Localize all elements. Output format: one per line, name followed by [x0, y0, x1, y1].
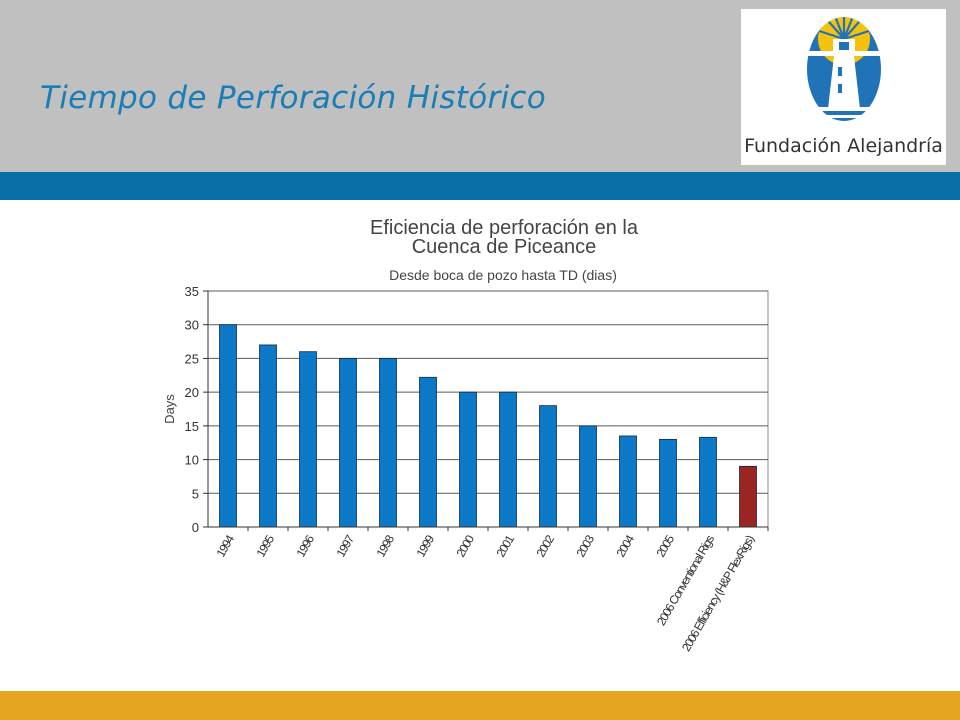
bar	[579, 425, 597, 528]
logo: Fundación Alejandría	[741, 9, 946, 165]
x-tick-label: 1998	[374, 532, 398, 559]
chart-title-line-2: Cuenca de Piceance	[412, 236, 597, 258]
y-axis-label: Days	[162, 394, 177, 424]
y-tick-label: 30	[185, 318, 199, 333]
x-tick-label: 2005	[654, 532, 678, 559]
y-tick-label: 0	[192, 520, 199, 535]
bar	[699, 436, 717, 528]
y-tick-label: 5	[192, 486, 199, 501]
chart-subtitle: Desde boca de pozo hasta TD (dias)	[389, 267, 617, 283]
x-tick-label: 1996	[294, 532, 318, 559]
x-tick-label: 1999	[414, 532, 438, 559]
y-tick-label: 15	[185, 419, 199, 434]
chart-title-line-1: Eficiencia de perforación en la	[370, 217, 639, 239]
bar	[539, 405, 557, 528]
slide-title: Tiempo de Perforación Histórico	[40, 80, 547, 116]
bar	[259, 344, 277, 528]
bar	[619, 435, 637, 528]
bar	[339, 358, 357, 528]
bar	[499, 391, 517, 528]
x-tick-label: 2003	[574, 532, 598, 559]
x-tick-label: 2001	[494, 532, 518, 559]
bar	[299, 351, 317, 528]
x-tick-label: 2000	[454, 532, 478, 559]
logo-text: Fundación Alejandría	[744, 135, 943, 157]
bar	[219, 324, 237, 528]
blue-stripe	[0, 172, 960, 200]
plot-frame	[207, 290, 769, 528]
x-tick-label: 1997	[334, 532, 358, 559]
x-tick-label: 2004	[614, 532, 638, 559]
y-tick-label: 25	[185, 351, 199, 366]
x-tick-label: 2006 Efficiency (H&P FlexRigs)	[679, 532, 757, 653]
y-tick-label: 35	[185, 284, 199, 299]
bar	[459, 391, 477, 528]
x-tick-label: 1995	[254, 532, 278, 559]
x-tick-label: 1994	[214, 532, 238, 559]
bar	[379, 358, 397, 528]
x-tick-label: 2002	[534, 532, 558, 559]
lighthouse-icon	[805, 15, 883, 123]
bar	[419, 376, 437, 528]
y-tick-label: 10	[185, 453, 199, 468]
footer-stripe	[0, 691, 960, 720]
bar	[739, 465, 757, 528]
bar	[659, 438, 677, 528]
y-tick-label: 20	[185, 385, 199, 400]
